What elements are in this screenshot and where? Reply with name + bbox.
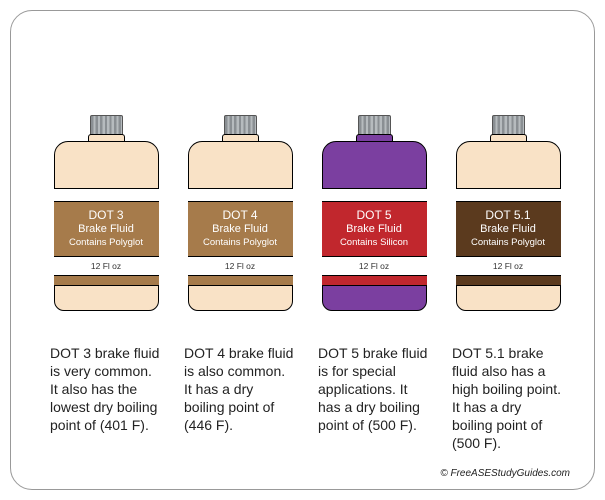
- bottle-description: DOT 5.1 brake fluid also has a high boil…: [452, 345, 564, 452]
- bottle-cap: [358, 115, 391, 135]
- bottle-description: DOT 4 brake fluid is also common. It has…: [184, 345, 296, 435]
- bottle-icon: DOT 5.1 Brake Fluid Contains Polyglot 12…: [456, 115, 561, 311]
- bottle-column: DOT 3 Brake Fluid Contains Polyglot 12 F…: [47, 115, 165, 452]
- bottle-icon: DOT 4 Brake Fluid Contains Polyglot 12 F…: [188, 115, 293, 311]
- bottle-body: DOT 5.1 Brake Fluid Contains Polyglot 12…: [456, 141, 561, 311]
- label-line1: DOT 4: [190, 208, 291, 223]
- label-line3: Contains Polyglot: [56, 237, 157, 249]
- label-line2: Brake Fluid: [458, 223, 559, 237]
- diagram-frame: DOT 3 Brake Fluid Contains Polyglot 12 F…: [10, 10, 595, 490]
- bottle-column: DOT 4 Brake Fluid Contains Polyglot 12 F…: [181, 115, 299, 452]
- bottle-cap: [90, 115, 123, 135]
- label-line3: Contains Polyglot: [190, 237, 291, 249]
- label-size: 12 Fl oz: [322, 257, 427, 276]
- label-line1: DOT 3: [56, 208, 157, 223]
- bottle-body: DOT 4 Brake Fluid Contains Polyglot 12 F…: [188, 141, 293, 311]
- label-line2: Brake Fluid: [190, 223, 291, 237]
- bottle-description: DOT 3 brake fluid is very common. It als…: [50, 345, 162, 435]
- bottle-column: DOT 5.1 Brake Fluid Contains Polyglot 12…: [449, 115, 567, 452]
- bottle-body: DOT 3 Brake Fluid Contains Polyglot 12 F…: [54, 141, 159, 311]
- bottle-icon: DOT 5 Brake Fluid Contains Silicon 12 Fl…: [322, 115, 427, 311]
- label-line3: Contains Polyglot: [458, 237, 559, 249]
- label-line1: DOT 5: [324, 208, 425, 223]
- bottle-label: DOT 4 Brake Fluid Contains Polyglot 12 F…: [188, 188, 293, 286]
- label-line2: Brake Fluid: [56, 223, 157, 237]
- bottle-description: DOT 5 brake fluid is for special applica…: [318, 345, 430, 435]
- bottle-label: DOT 3 Brake Fluid Contains Polyglot 12 F…: [54, 188, 159, 286]
- bottle-icon: DOT 3 Brake Fluid Contains Polyglot 12 F…: [54, 115, 159, 311]
- label-line2: Brake Fluid: [324, 223, 425, 237]
- label-size: 12 Fl oz: [188, 257, 293, 276]
- credit-line: © FreeASEStudyGuides.com: [440, 468, 570, 479]
- label-line1: DOT 5.1: [458, 208, 559, 223]
- label-size: 12 Fl oz: [456, 257, 561, 276]
- bottle-label: DOT 5.1 Brake Fluid Contains Polyglot 12…: [456, 188, 561, 286]
- bottle-cap: [492, 115, 525, 135]
- bottle-label: DOT 5 Brake Fluid Contains Silicon 12 Fl…: [322, 188, 427, 286]
- label-line3: Contains Silicon: [324, 237, 425, 249]
- bottle-body: DOT 5 Brake Fluid Contains Silicon 12 Fl…: [322, 141, 427, 311]
- bottle-column: DOT 5 Brake Fluid Contains Silicon 12 Fl…: [315, 115, 433, 452]
- bottle-cap: [224, 115, 257, 135]
- label-size: 12 Fl oz: [54, 257, 159, 276]
